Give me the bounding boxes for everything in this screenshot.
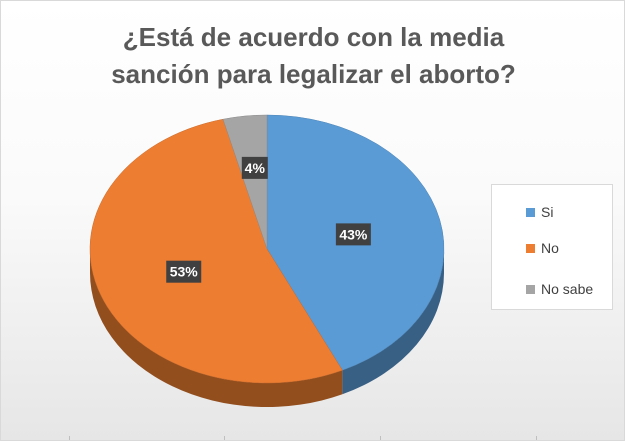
chart-title-line-1: ¿Está de acuerdo con la media: [122, 22, 505, 52]
legend-item-no: No: [526, 239, 559, 257]
data-label-no-sabe: 4%: [241, 156, 268, 179]
tick-mark: [69, 436, 70, 440]
chart-title: ¿Está de acuerdo con la media sanción pa…: [1, 19, 625, 93]
legend-item-no-sabe: No sabe: [526, 280, 593, 298]
pie-slice-no: [89, 118, 343, 384]
tick-mark: [224, 436, 225, 440]
tick-mark: [536, 436, 537, 440]
svg-text:43%: 43%: [339, 226, 368, 242]
pie-side-no: [90, 249, 343, 407]
legend-swatch-si: [526, 207, 535, 217]
svg-text:4%: 4%: [245, 160, 266, 176]
pie-slice-no-sabe: [222, 114, 268, 250]
legend-label-no: No: [541, 240, 559, 256]
legend-label-no-sabe: No sabe: [541, 281, 594, 297]
data-label-si: 43%: [335, 223, 371, 246]
legend-swatch-no: [526, 243, 535, 253]
legend: Si No No sabe: [491, 184, 613, 310]
legend-item-si: Si: [526, 203, 553, 221]
tick-mark: [380, 436, 381, 440]
chart-title-line-2: sanción para legalizar el aborto?: [111, 59, 516, 89]
legend-swatch-no-sabe: [526, 284, 535, 294]
svg-text:53%: 53%: [170, 264, 199, 280]
data-label-no: 53%: [166, 260, 202, 283]
pie-side-si: [342, 249, 444, 395]
legend-label-si: Si: [541, 204, 554, 220]
